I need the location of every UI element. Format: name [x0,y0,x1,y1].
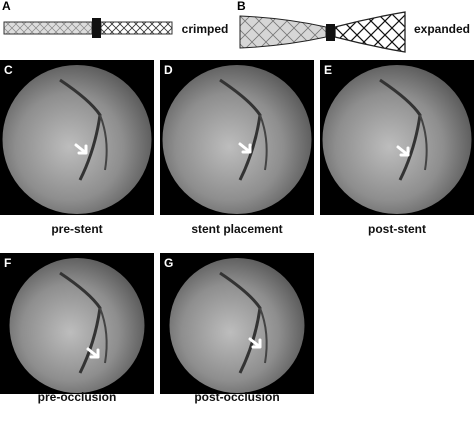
crimped-stent [3,18,173,38]
xray-field [2,65,152,214]
panel-label: C [4,63,13,77]
arrow [74,143,88,155]
arrow [238,142,252,154]
arrow [248,337,262,349]
xray-field [162,65,312,214]
panel-caption: post-stent [368,222,426,236]
stent-caption: expanded [414,22,470,36]
xray-field [9,258,145,393]
xray-field [322,65,472,214]
panel-label: E [324,63,332,77]
vessel [99,307,108,364]
arrow [86,347,100,359]
panel-label: D [164,63,173,77]
vessel [99,114,108,171]
expanded-stent [239,11,406,53]
vessel [259,114,268,171]
vessel [259,307,268,364]
xray-field [169,258,305,393]
panel-label: A [2,0,11,13]
panel-label: B [237,0,246,13]
panel-caption: pre-occlusion [38,390,117,404]
panel-caption: post-occlusion [194,390,279,404]
panel-label: F [4,256,11,270]
arrow [396,145,410,157]
vessel [419,114,428,171]
panel-caption: pre-stent [51,222,102,236]
stent-caption: crimped [182,22,229,36]
panel-label: G [164,256,173,270]
panel-caption: stent placement [191,222,282,236]
